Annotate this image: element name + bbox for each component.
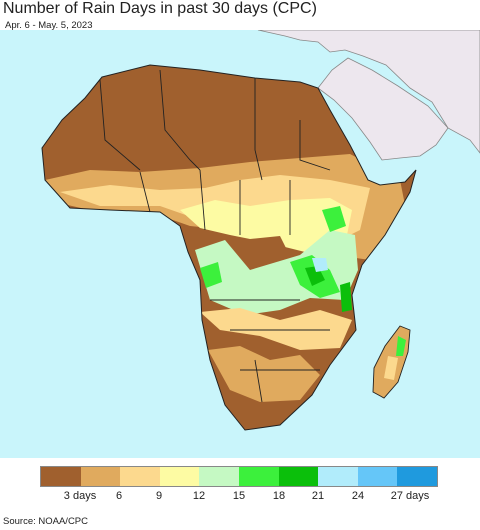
arabian-peninsula xyxy=(317,57,449,161)
legend-tick-label: 9 xyxy=(155,490,163,502)
madagascar xyxy=(372,325,411,399)
zone-18-days-ethiopia xyxy=(322,206,346,232)
africa-outline xyxy=(41,64,417,431)
zone-12-days xyxy=(180,198,352,252)
zone-24-days xyxy=(312,258,328,272)
legend-swatch xyxy=(238,467,279,486)
legend-labels: 3 days 6 9 12 15 18 21 24 27 days xyxy=(0,490,480,504)
legend-tick-label: 21 xyxy=(311,490,325,502)
eurasia-landmass xyxy=(257,29,480,154)
legend-swatch xyxy=(397,467,437,486)
zone-6-days-south xyxy=(208,346,320,402)
legend-tick-label: 3 days xyxy=(63,490,97,502)
map-area xyxy=(0,29,480,458)
legend-swatch xyxy=(80,467,121,486)
legend-swatch xyxy=(199,467,239,486)
legend-swatch xyxy=(159,467,200,486)
madagascar-wet-east xyxy=(396,336,406,356)
africa-map xyxy=(0,29,480,458)
zone-9-days-south xyxy=(200,308,352,350)
source-credit: Source: NOAA/CPC xyxy=(3,516,88,527)
zone-18-days-tanzania xyxy=(340,282,352,312)
map-subtitle: Apr. 6 - May. 5, 2023 xyxy=(5,20,93,31)
legend-tick-label: 24 xyxy=(351,490,365,502)
legend-tick-label: 18 xyxy=(272,490,286,502)
legend-tick-label: 6 xyxy=(115,490,123,502)
country-borders xyxy=(99,69,331,403)
legend-tick-label: 27 days xyxy=(390,490,430,502)
legend-tick-label: 15 xyxy=(232,490,246,502)
africa-rain-days xyxy=(41,64,417,431)
map-title: Number of Rain Days in past 30 days (CPC… xyxy=(3,0,317,17)
legend-swatch xyxy=(120,467,160,486)
legend-swatch xyxy=(318,467,358,486)
legend-swatch xyxy=(357,467,398,486)
legend-swatch xyxy=(41,467,81,486)
legend-swatch xyxy=(278,467,319,486)
madagascar-east-coast xyxy=(384,356,398,380)
legend-bar xyxy=(40,466,438,487)
legend-tick-label: 12 xyxy=(192,490,206,502)
zone-18-days-gabon xyxy=(200,262,222,288)
